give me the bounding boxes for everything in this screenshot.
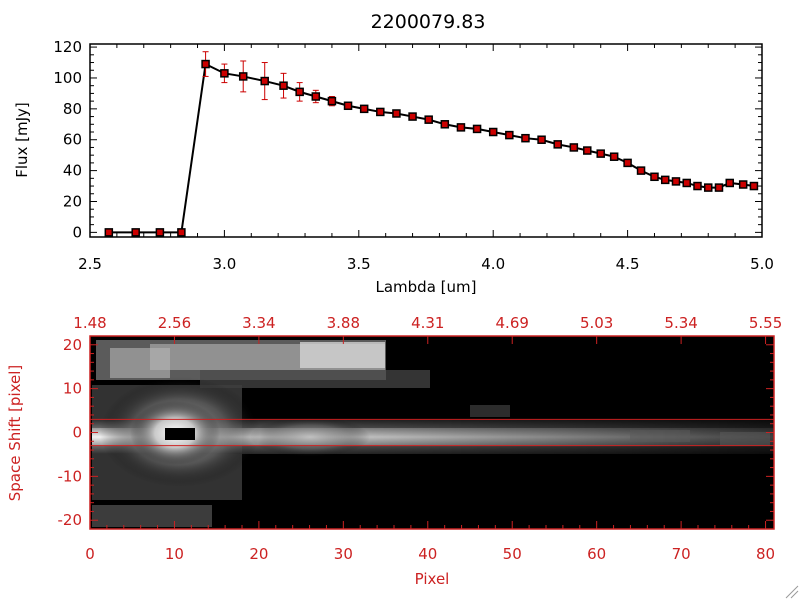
spectrum-point xyxy=(440,120,450,129)
image-y-ticks: -20 -10 0 10 20 xyxy=(58,336,774,529)
spectrum-point xyxy=(636,166,646,175)
spectrum-x-ticks: 2.5 3.0 3.5 4.0 4.5 5.0 xyxy=(78,44,774,273)
spectrum-y-label: Flux [mJy] xyxy=(13,102,31,178)
image-top-tick-label: 5.03 xyxy=(580,314,613,332)
image-x-tick-label: 0 xyxy=(85,545,95,563)
spectrum-x-tick-label: 3.5 xyxy=(347,255,371,273)
spectrum-point xyxy=(650,172,659,182)
spectrum-point xyxy=(693,181,702,191)
spectrum-point xyxy=(238,72,248,81)
spectrum-point xyxy=(456,123,466,132)
spectrum-point xyxy=(660,175,670,185)
image-x-tick-label: 10 xyxy=(165,545,184,563)
spectrum-point xyxy=(521,133,530,143)
spectrum-point xyxy=(596,149,605,158)
spectrum-x-tick-label: 5.0 xyxy=(750,255,774,273)
spectrum-x-tick-label: 4.5 xyxy=(616,255,640,273)
spectrum-x-tick-label: 2.5 xyxy=(78,255,102,273)
spectrum-point xyxy=(738,180,748,189)
image-top-tick-label: 5.55 xyxy=(749,314,782,332)
image-x-label: Pixel xyxy=(415,570,450,588)
spectrum-y-tick-label: 100 xyxy=(53,69,82,87)
image-x-tick-label: 60 xyxy=(587,545,606,563)
image-top-tick-label: 3.34 xyxy=(242,314,275,332)
spectrum-point xyxy=(279,81,288,90)
image-y-tick-label: 10 xyxy=(63,380,82,398)
spectrum-point xyxy=(131,228,140,237)
image-x-tick-label: 40 xyxy=(418,545,437,563)
image-top-tick-label: 4.31 xyxy=(411,314,444,332)
spectrum-point xyxy=(220,69,229,78)
spectrum-x-label: Lambda [um] xyxy=(376,278,477,296)
spectrum-point xyxy=(682,178,691,188)
spectrum-point xyxy=(392,109,401,118)
spectrum-point xyxy=(553,140,562,149)
spectrum-y-tick-label: 60 xyxy=(63,131,82,149)
spectrum-point xyxy=(749,181,759,191)
image-top-wavelength-ticks: 1.48 2.56 3.34 3.88 4.31 4.69 5.03 5.34 5.55 xyxy=(73,314,782,344)
spectrum-point xyxy=(671,177,681,186)
spectrum-point xyxy=(311,92,321,101)
spectrum-point xyxy=(725,178,734,188)
spectral-image xyxy=(90,336,774,529)
image-panel: 0 10 20 30 40 50 60 70 80 -20 -10 0 10 20 1.48 2.56 3.… xyxy=(6,314,782,588)
spectrum-point xyxy=(609,152,619,161)
spectrum-x-tick-label: 4.0 xyxy=(481,255,505,273)
spectrum-point xyxy=(583,146,592,155)
image-top-tick-label: 4.69 xyxy=(496,314,529,332)
spectrum-point xyxy=(104,228,114,237)
image-y-label: Space Shift [pixel] xyxy=(6,365,24,502)
image-top-tick-label: 3.88 xyxy=(327,314,360,332)
spectrum-y-tick-label: 40 xyxy=(63,162,82,180)
resize-grip-icon[interactable] xyxy=(785,585,799,599)
spectrum-point xyxy=(488,127,498,137)
plot-title: 2200079.83 xyxy=(371,11,486,33)
spectrum-y-tick-label: 80 xyxy=(63,100,82,118)
spectrum-y-tick-label: 20 xyxy=(63,192,82,210)
image-y-tick-label: 20 xyxy=(63,336,82,354)
spectrum-point xyxy=(327,96,337,106)
spectrum-y-tick-label: 0 xyxy=(72,223,82,241)
image-x-tick-label: 20 xyxy=(249,545,268,563)
spectrum-point xyxy=(537,135,546,144)
spectrum-point xyxy=(201,59,210,69)
image-x-tick-label: 80 xyxy=(756,545,775,563)
spectrum-point xyxy=(376,107,385,117)
spectrum-point xyxy=(472,124,482,134)
image-y-tick-label: -20 xyxy=(58,511,83,529)
image-top-tick-label: 5.34 xyxy=(664,314,697,332)
image-x-ticks: 0 10 20 30 40 50 60 70 80 xyxy=(85,521,775,563)
image-x-tick-label: 50 xyxy=(503,545,522,563)
spectrum-point xyxy=(155,228,165,237)
spectrum-y-ticks: 0 20 40 60 80 100 120 xyxy=(53,38,762,241)
spectrum-point xyxy=(505,130,514,140)
spectrum-panel: 2.5 3.0 3.5 4.0 4.5 5.0 0 20 40 60 80 100 120 Lambd… xyxy=(13,38,774,296)
spectrum-point xyxy=(714,183,724,192)
spectrum-point xyxy=(569,143,579,152)
image-top-tick-label: 2.56 xyxy=(158,314,191,332)
spectrum-point xyxy=(424,115,433,124)
spectrum-point xyxy=(177,228,186,237)
image-y-tick-label: 0 xyxy=(72,424,82,442)
spectrum-line xyxy=(108,62,755,234)
spectrum-point xyxy=(703,183,713,192)
spectrum-point xyxy=(343,101,353,111)
spectrum-point xyxy=(359,104,369,114)
spectrum-y-tick-label: 120 xyxy=(53,38,82,56)
spectrum-plot-frame xyxy=(89,43,763,238)
image-y-tick-label: -10 xyxy=(58,467,83,485)
spectrum-point xyxy=(295,87,304,97)
spectrum-point xyxy=(260,76,269,86)
image-x-tick-label: 30 xyxy=(334,545,353,563)
image-x-tick-label: 70 xyxy=(672,545,691,563)
spectrum-point xyxy=(623,158,632,168)
spectrum-point xyxy=(408,112,417,121)
spectrum-series xyxy=(104,51,759,237)
image-top-tick-label: 1.48 xyxy=(73,314,106,332)
spectrum-x-tick-label: 3.0 xyxy=(212,255,236,273)
